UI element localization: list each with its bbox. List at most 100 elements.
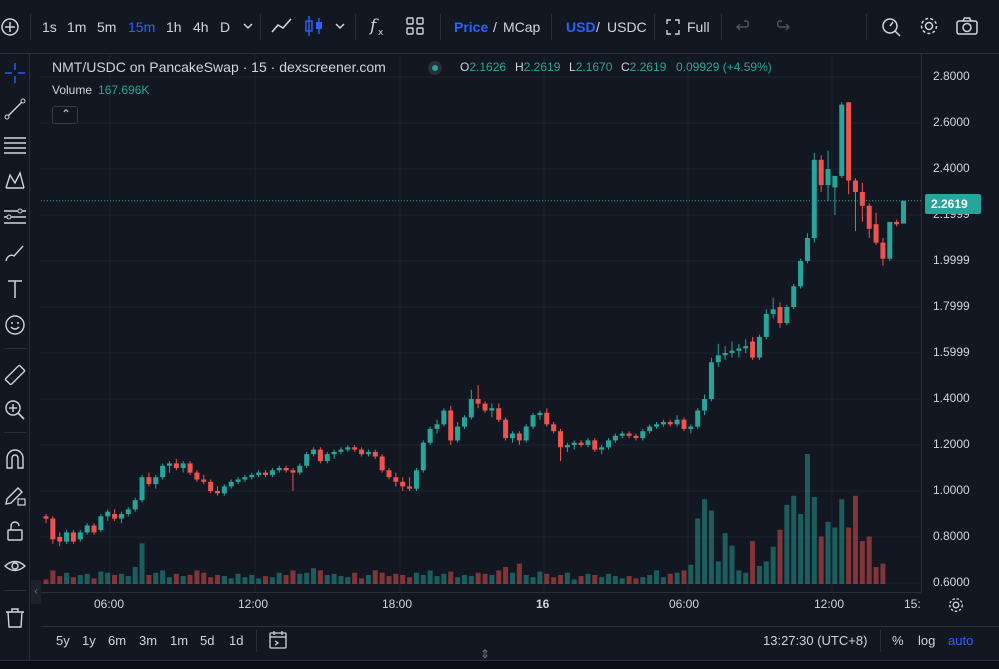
text-tool[interactable]: [0, 274, 30, 304]
price-mode-button[interactable]: Price: [454, 19, 489, 35]
clock-timezone[interactable]: 13:27:30 (UTC+8): [763, 633, 868, 648]
interval-15m-button[interactable]: 15m: [128, 19, 156, 35]
settings-button[interactable]: [918, 15, 940, 42]
volume-bar: [208, 577, 214, 584]
range-3m-button[interactable]: 3m: [139, 633, 158, 648]
undo-button[interactable]: [735, 16, 753, 41]
full-button[interactable]: Full: [687, 19, 710, 35]
pane-resize-bar[interactable]: [0, 660, 999, 669]
volume-bar: [160, 570, 166, 584]
collapse-toolbar-handle[interactable]: ‹: [31, 580, 41, 604]
brush-tool[interactable]: [0, 238, 30, 268]
candle: [633, 435, 639, 439]
percent-scale-button[interactable]: %: [892, 633, 904, 648]
usd-usdc-slash: /: [596, 19, 600, 35]
candle: [317, 449, 323, 462]
candle: [784, 307, 790, 324]
fullscreen-icon-button[interactable]: [665, 17, 681, 42]
volume-bar: [304, 572, 310, 584]
interval-d-button[interactable]: D: [220, 19, 231, 35]
emoji-tool[interactable]: [0, 310, 30, 340]
auto-scale-button[interactable]: auto: [948, 633, 974, 648]
low-value: 2.1670: [575, 60, 613, 74]
volume-bar: [606, 573, 612, 584]
gear-icon: [949, 598, 963, 612]
volume-bar: [859, 541, 865, 584]
interval-5m-button[interactable]: 5m: [97, 19, 117, 35]
volume-bar: [269, 577, 275, 584]
volume-bar: [688, 564, 694, 584]
volume-bar: [770, 546, 776, 584]
gear-icon: [920, 17, 938, 35]
lock-drawing-mode-tool[interactable]: [0, 480, 30, 510]
range-6m-button[interactable]: 6m: [108, 633, 127, 648]
candle: [702, 399, 708, 411]
interval-1s-button[interactable]: 1s: [42, 19, 57, 35]
volume-bar: [77, 574, 83, 584]
price-axis[interactable]: [921, 54, 999, 592]
hide-drawings-tool[interactable]: [0, 551, 30, 581]
toolbar-divider: [256, 630, 257, 652]
layouts-button[interactable]: [405, 16, 425, 41]
chart-style-dropdown-button[interactable]: [334, 16, 346, 41]
interval-dropdown-button[interactable]: [242, 16, 254, 41]
volume-bar: [84, 573, 90, 584]
range-5y-button[interactable]: 5y: [56, 633, 70, 648]
candle: [393, 477, 399, 482]
pattern-tool[interactable]: [0, 166, 30, 196]
volume-bar: [647, 574, 653, 584]
candle: [84, 525, 90, 533]
chart-style-line-button[interactable]: [270, 15, 294, 42]
interval-1h-button[interactable]: 1h: [166, 19, 182, 35]
chart-pane[interactable]: [41, 54, 921, 592]
zoom-in-tool[interactable]: [0, 395, 30, 425]
candle: [496, 408, 502, 420]
measure-tool[interactable]: [0, 360, 30, 390]
add-symbol-button[interactable]: [0, 17, 20, 42]
fib-lines-icon: [4, 137, 26, 154]
volume-bar: [482, 573, 488, 584]
go-to-date-button[interactable]: [267, 630, 289, 653]
usd-currency-button[interactable]: USD: [566, 19, 596, 35]
magnet-tool[interactable]: [0, 445, 30, 475]
resize-grip-icon[interactable]: ⇕: [480, 647, 491, 661]
camera-icon: [956, 17, 978, 35]
crosshair-tool[interactable]: [0, 58, 30, 88]
trend-line-tool[interactable]: [0, 94, 30, 124]
volume-bar: [187, 574, 193, 584]
lock-all-drawings-tool[interactable]: [0, 516, 30, 546]
range-1y-button[interactable]: 1y: [82, 633, 96, 648]
candle: [194, 472, 200, 480]
quick-search-button[interactable]: [880, 15, 902, 42]
volume-bar: [221, 576, 227, 584]
price-axis-label: 1.2000: [933, 437, 970, 451]
redo-button[interactable]: [773, 16, 791, 41]
range-1m-button[interactable]: 1m: [170, 633, 189, 648]
chart-style-candles-button[interactable]: [303, 14, 325, 43]
usdc-currency-button[interactable]: USDC: [607, 19, 647, 35]
collapse-legend-button[interactable]: ⌃: [52, 106, 78, 124]
log-scale-button[interactable]: log: [918, 633, 936, 648]
time-axis[interactable]: [41, 592, 921, 616]
price-axis-label: 1.7999: [933, 299, 970, 314]
volume-bar: [496, 570, 502, 584]
volume-bar: [763, 561, 769, 584]
axis-settings-button[interactable]: [947, 596, 965, 617]
symbol-title: NMT/USDC on PancakeSwap · 15 · dexscreen…: [52, 59, 386, 75]
screenshot-button[interactable]: [955, 15, 979, 42]
volume-bar: [695, 518, 701, 584]
range-5d-button[interactable]: 5d: [200, 633, 215, 648]
horizontal-lines-tool[interactable]: [0, 130, 30, 160]
add-icon: [1, 18, 19, 36]
interval-1m-button[interactable]: 1m: [67, 19, 87, 35]
remove-drawings-tool[interactable]: [0, 603, 30, 633]
prediction-tool[interactable]: [0, 202, 30, 232]
volume-bar: [777, 529, 783, 584]
candle: [654, 424, 660, 427]
candle: [825, 169, 831, 186]
interval-4h-button[interactable]: 4h: [193, 19, 209, 35]
range-1d-button[interactable]: 1d: [229, 633, 244, 648]
mcap-mode-button[interactable]: MCap: [503, 19, 541, 35]
smiley-icon: [5, 315, 25, 335]
